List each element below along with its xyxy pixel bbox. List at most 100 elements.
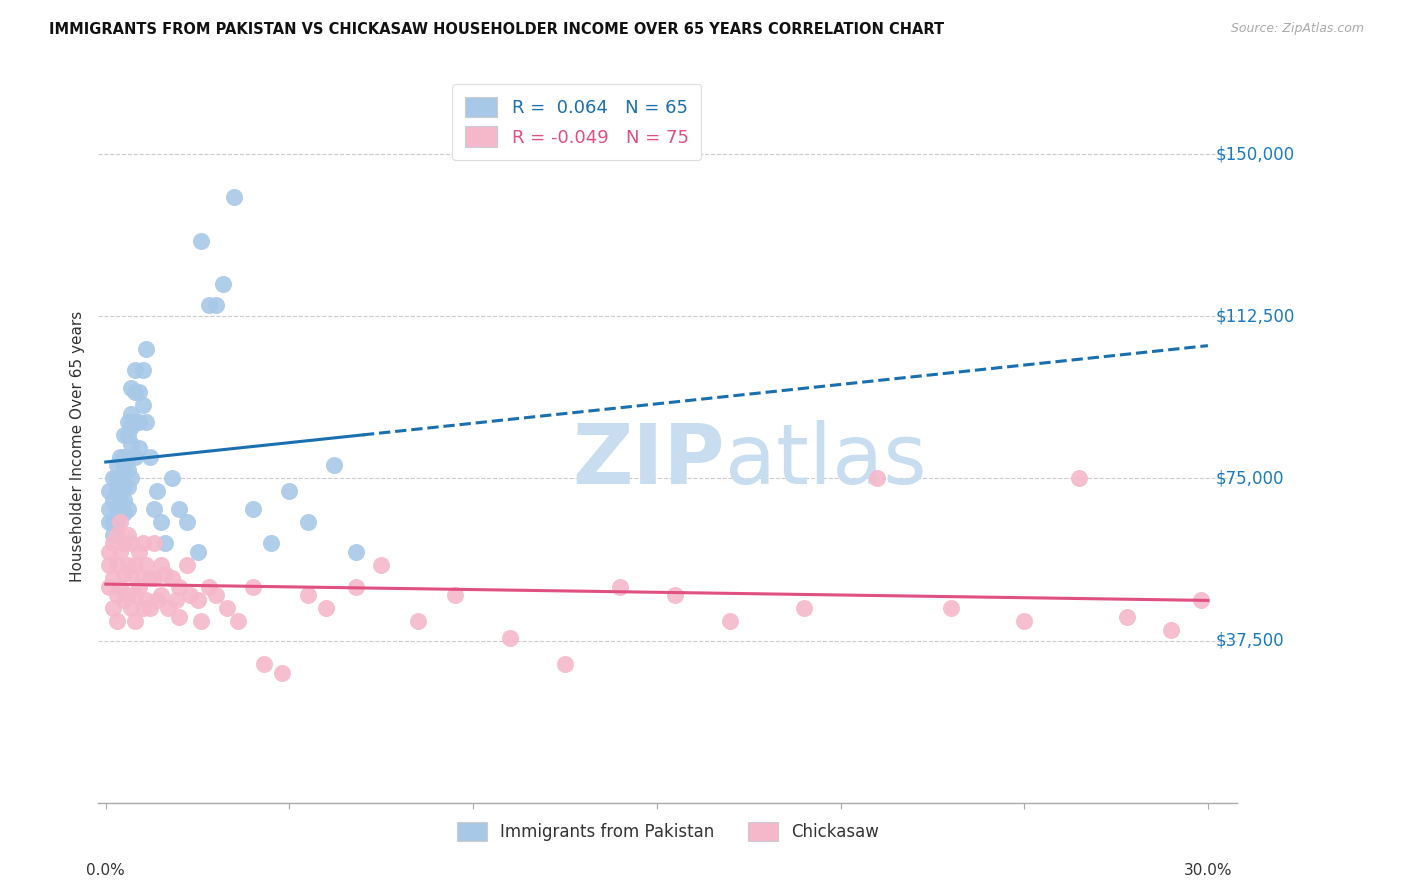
Point bbox=[190, 234, 212, 248]
Point bbox=[131, 571, 153, 585]
Legend: Immigrants from Pakistan, Chickasaw: Immigrants from Pakistan, Chickasaw bbox=[450, 815, 886, 848]
Point bbox=[105, 588, 128, 602]
Point bbox=[117, 428, 139, 442]
Text: 0.0%: 0.0% bbox=[86, 863, 125, 879]
Point bbox=[718, 614, 741, 628]
Point bbox=[939, 601, 962, 615]
Point bbox=[149, 558, 172, 572]
Point bbox=[101, 536, 124, 550]
Point bbox=[121, 601, 143, 615]
Point bbox=[121, 536, 143, 550]
Point bbox=[406, 614, 429, 628]
Point bbox=[131, 398, 153, 412]
Point bbox=[124, 415, 146, 429]
Point bbox=[1189, 592, 1212, 607]
Point bbox=[224, 190, 246, 204]
Point bbox=[121, 566, 143, 581]
Point bbox=[128, 384, 150, 399]
Point bbox=[112, 506, 135, 520]
Point bbox=[110, 501, 132, 516]
Point bbox=[98, 484, 121, 499]
Point bbox=[112, 592, 135, 607]
Point bbox=[105, 484, 128, 499]
Point bbox=[344, 580, 367, 594]
Point bbox=[146, 592, 169, 607]
Point bbox=[176, 515, 198, 529]
Point bbox=[121, 471, 143, 485]
Point bbox=[226, 614, 249, 628]
Point bbox=[105, 614, 128, 628]
Point bbox=[124, 450, 146, 464]
Point bbox=[98, 545, 121, 559]
Point bbox=[205, 298, 228, 312]
Point bbox=[117, 558, 139, 572]
Point bbox=[139, 450, 162, 464]
Point bbox=[253, 657, 276, 672]
Point bbox=[205, 588, 228, 602]
Point bbox=[110, 450, 132, 464]
Text: atlas: atlas bbox=[725, 420, 927, 500]
Point bbox=[105, 515, 128, 529]
Point bbox=[1160, 623, 1182, 637]
Point bbox=[105, 458, 128, 473]
Point bbox=[344, 545, 367, 559]
Point bbox=[110, 484, 132, 499]
Point bbox=[165, 592, 187, 607]
Point bbox=[167, 580, 190, 594]
Point bbox=[98, 558, 121, 572]
Point bbox=[131, 536, 153, 550]
Point bbox=[112, 480, 135, 494]
Point bbox=[146, 484, 169, 499]
Point bbox=[117, 588, 139, 602]
Point bbox=[124, 363, 146, 377]
Point bbox=[242, 501, 264, 516]
Point bbox=[142, 501, 165, 516]
Point bbox=[131, 363, 153, 377]
Point bbox=[98, 515, 121, 529]
Point bbox=[212, 277, 235, 291]
Point bbox=[149, 588, 172, 602]
Point bbox=[128, 580, 150, 594]
Point bbox=[124, 384, 146, 399]
Point bbox=[179, 588, 201, 602]
Text: $75,000: $75,000 bbox=[1215, 469, 1284, 487]
Point bbox=[101, 471, 124, 485]
Point bbox=[215, 601, 238, 615]
Point bbox=[112, 536, 135, 550]
Point bbox=[297, 588, 319, 602]
Point bbox=[167, 501, 190, 516]
Text: IMMIGRANTS FROM PAKISTAN VS CHICKASAW HOUSEHOLDER INCOME OVER 65 YEARS CORRELATI: IMMIGRANTS FROM PAKISTAN VS CHICKASAW HO… bbox=[49, 22, 945, 37]
Y-axis label: Householder Income Over 65 years: Householder Income Over 65 years bbox=[70, 310, 86, 582]
Point bbox=[176, 558, 198, 572]
Point bbox=[135, 415, 157, 429]
Point bbox=[297, 515, 319, 529]
Text: Source: ZipAtlas.com: Source: ZipAtlas.com bbox=[1230, 22, 1364, 36]
Point bbox=[260, 536, 283, 550]
Point bbox=[121, 407, 143, 421]
Point bbox=[112, 458, 135, 473]
Point bbox=[135, 592, 157, 607]
Text: 30.0%: 30.0% bbox=[1184, 863, 1232, 879]
Point bbox=[160, 471, 183, 485]
Point bbox=[142, 536, 165, 550]
Point bbox=[101, 571, 124, 585]
Point bbox=[112, 450, 135, 464]
Point bbox=[117, 415, 139, 429]
Text: $37,500: $37,500 bbox=[1215, 632, 1284, 649]
Point bbox=[271, 666, 294, 681]
Point bbox=[128, 441, 150, 455]
Text: $112,500: $112,500 bbox=[1215, 307, 1295, 326]
Point bbox=[105, 527, 128, 541]
Point bbox=[142, 571, 165, 585]
Point bbox=[160, 571, 183, 585]
Point bbox=[117, 527, 139, 541]
Point bbox=[153, 536, 176, 550]
Point bbox=[866, 471, 889, 485]
Point bbox=[101, 515, 124, 529]
Point bbox=[128, 415, 150, 429]
Point bbox=[664, 588, 686, 602]
Point bbox=[499, 632, 522, 646]
Point bbox=[105, 558, 128, 572]
Point bbox=[167, 610, 190, 624]
Point bbox=[1012, 614, 1035, 628]
